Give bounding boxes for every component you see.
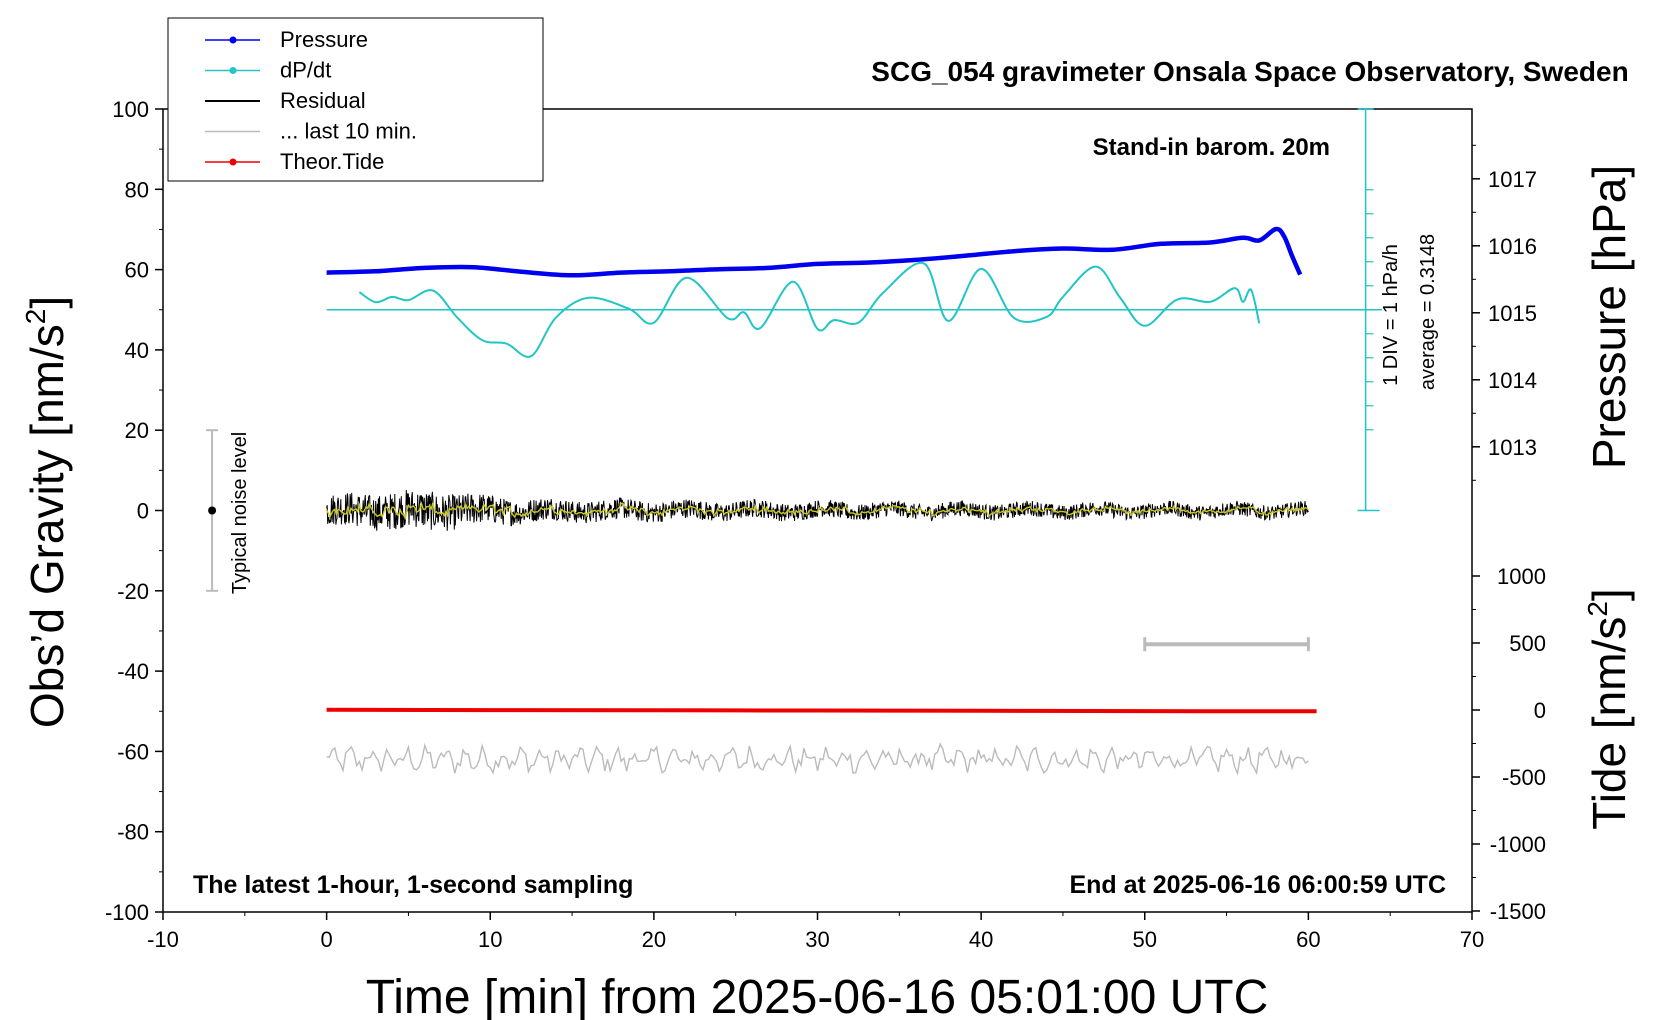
- y-axis-label-tide: Tide [nm/s2]: [1582, 588, 1635, 829]
- barometer-annotation: Stand-in barom. 20m: [1093, 134, 1330, 161]
- x-tick-label: 0: [321, 927, 333, 952]
- y-tick-label: -40: [117, 659, 149, 684]
- y-tick-label: 40: [125, 338, 149, 363]
- y-tick-label: -80: [117, 820, 149, 845]
- x-tick-label: 60: [1296, 927, 1320, 952]
- tide-tick-label: -1500: [1490, 899, 1546, 924]
- y-axis-label-left-end: ]: [21, 296, 73, 309]
- series-group: [206, 108, 1383, 776]
- tide-tick-label: 500: [1509, 631, 1546, 656]
- tide-tick-label: -500: [1502, 765, 1546, 790]
- pressure-tick-label: 1015: [1488, 301, 1537, 326]
- average-annotation: average = 0.3148: [1417, 234, 1439, 390]
- x-tick-label: 10: [478, 927, 502, 952]
- y-axis-label-tide-sup: 2: [1582, 601, 1613, 617]
- x-tick-label: 40: [969, 927, 993, 952]
- y-tick-label: 0: [137, 499, 149, 524]
- tide-tick-label: -1000: [1490, 832, 1546, 857]
- pressure-tick-label: 1013: [1488, 435, 1537, 460]
- pressure-tick-label: 1017: [1488, 167, 1537, 192]
- y-tick-label: 100: [112, 97, 149, 122]
- y-tick-label: -20: [117, 579, 149, 604]
- legend-label: ... last 10 min.: [280, 119, 417, 144]
- y-tick-label: -60: [117, 739, 149, 764]
- legend-marker: [229, 36, 237, 44]
- x-tick-label: -10: [147, 927, 179, 952]
- legend: Pressure dP/dt Residual ... last 10 min. The…: [167, 17, 544, 182]
- chart-title: SCG_054 gravimeter Onsala Space Observat…: [871, 56, 1628, 87]
- noise-bar-center-dot: [208, 506, 217, 515]
- tide-tick-label: 1000: [1497, 564, 1546, 589]
- legend-label: Pressure: [280, 27, 368, 52]
- tide-tick-label: 0: [1534, 698, 1546, 723]
- pressure-tick-label: 1016: [1488, 234, 1537, 259]
- pressure-line: [326, 226, 1303, 278]
- x-tick-label: 30: [805, 927, 829, 952]
- axes-group: -10 0 10 20 30 40 50 60 70100806040200-20-40-60-…: [105, 97, 1546, 952]
- y-axis-label-tide-end: ]: [1583, 588, 1635, 601]
- noise-level-label: Typical noise level: [229, 432, 251, 594]
- x-tick-label: 70: [1460, 927, 1484, 952]
- y-axis-label-pressure: Pressure [hPa]: [1583, 165, 1635, 469]
- y-axis-label-left-main: Obs’d Gravity [nm/s: [21, 324, 73, 728]
- y-axis-label-tide-main: Tide [nm/s: [1583, 617, 1635, 830]
- x-axis-label: Time [min] from 2025-06-16 05:01:00 UTC: [366, 971, 1269, 1020]
- legend-marker: [229, 158, 237, 166]
- legend-label: dP/dt: [280, 58, 331, 83]
- theor-tide-line: [326, 707, 1317, 714]
- x-tick-label: 20: [642, 927, 666, 952]
- x-tick-label: 50: [1133, 927, 1157, 952]
- y-tick-label: 60: [125, 258, 149, 283]
- y-axis-label-left-sup: 2: [20, 309, 51, 325]
- legend-marker: [229, 67, 237, 74]
- y-tick-label: 80: [125, 177, 149, 202]
- end-time-note: End at 2025-06-16 06:00:59 UTC: [1069, 871, 1446, 899]
- dpdt-line: [358, 261, 1261, 358]
- legend-label: Theor.Tide: [280, 149, 384, 174]
- legend-label: Residual: [280, 88, 366, 113]
- y-tick-label: 20: [125, 418, 149, 443]
- div-annotation: 1 DIV = 1 hPa/h: [1380, 244, 1402, 386]
- last-10-min-line: [326, 742, 1309, 776]
- sampling-note: The latest 1-hour, 1-second sampling: [193, 871, 633, 899]
- legend-box: [167, 17, 544, 182]
- pressure-tick-label: 1014: [1488, 368, 1537, 393]
- y-tick-label: -100: [105, 900, 149, 925]
- residual-smoothed-line: [325, 501, 1309, 521]
- y-axis-label-left: Obs’d Gravity [nm/s2]: [20, 296, 73, 728]
